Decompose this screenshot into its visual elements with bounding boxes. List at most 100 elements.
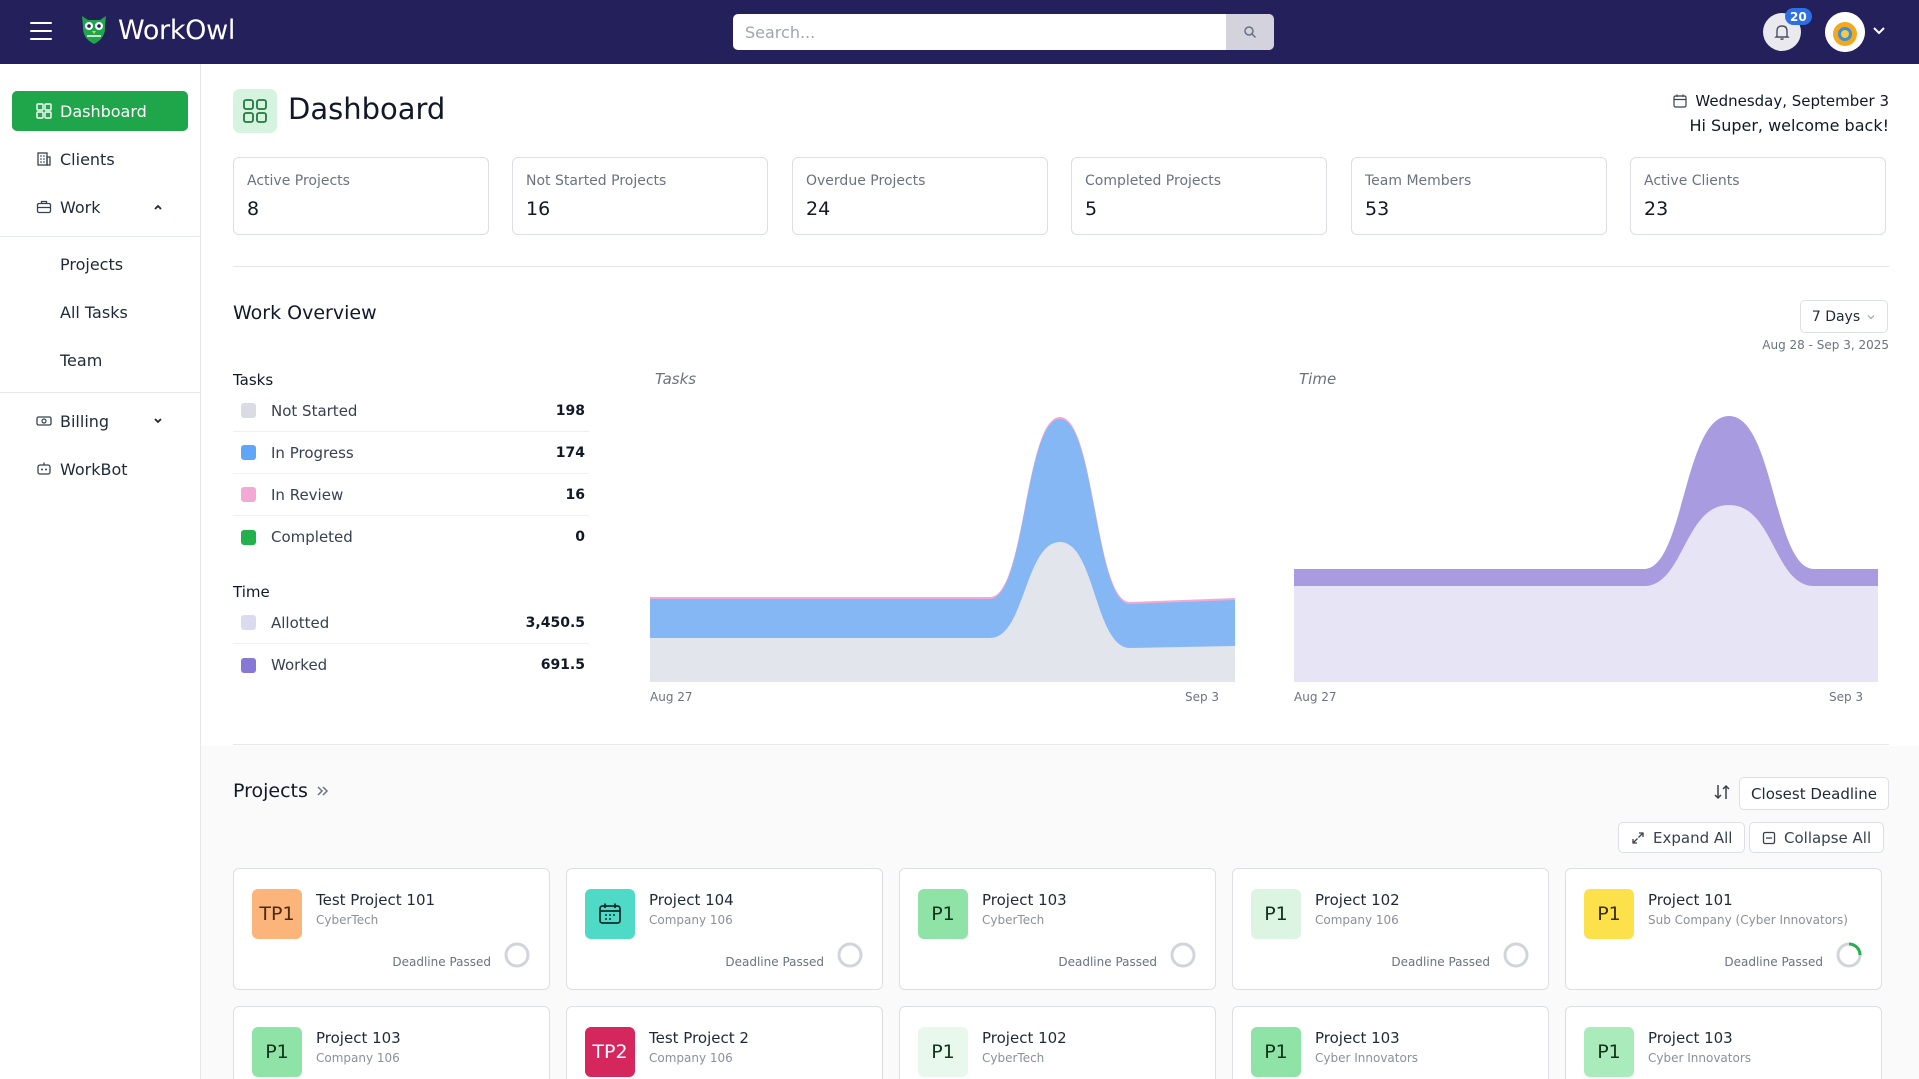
project-avatar: P1 [918, 889, 968, 939]
divider [0, 392, 200, 393]
tasks-legend-heading: Tasks [233, 371, 274, 389]
expand-all-button[interactable]: Expand All [1618, 822, 1746, 853]
project-avatar: P1 [918, 1027, 968, 1077]
expand-icon [1632, 831, 1644, 844]
sidebar-item-team[interactable]: Team [60, 351, 103, 370]
legend-label: Worked [271, 656, 328, 674]
welcome-message: Hi Super, welcome back! [1689, 116, 1889, 135]
stat-label: Overdue Projects [806, 173, 926, 189]
owl-logo-icon [82, 16, 106, 44]
legend-swatch [241, 487, 256, 502]
stat-card-active-projects[interactable]: Active Projects 8 [233, 157, 489, 235]
legend-label: In Review [271, 485, 344, 504]
sidebar-item-dashboard[interactable]: Dashboard [12, 91, 188, 131]
stat-label: Not Started Projects [526, 173, 667, 189]
project-card[interactable]: P1 Project 103 Cyber Innovators [1232, 1006, 1549, 1079]
legend-label: Completed [271, 528, 353, 546]
legend-item-completed: Completed 0 [233, 516, 589, 558]
project-card[interactable]: P1 Project 103 Cyber Innovators [1565, 1006, 1882, 1079]
stat-card-not-started-projects[interactable]: Not Started Projects 16 [512, 157, 768, 235]
project-client: Cyber Innovators [1315, 1051, 1419, 1065]
stat-value: 23 [1644, 198, 1669, 220]
avatar[interactable] [1825, 12, 1865, 52]
legend-label: Allotted [271, 613, 330, 632]
sort-select[interactable]: Closest Deadline [1739, 777, 1889, 810]
stat-value: 8 [247, 198, 260, 220]
legend-value: 3,450.5 [525, 614, 585, 631]
search-icon [1244, 26, 1257, 39]
sort-icon[interactable] [1713, 783, 1731, 801]
project-name: Test Project 2 [649, 1029, 749, 1047]
stat-card-team-members[interactable]: Team Members 53 [1351, 157, 1607, 235]
project-card[interactable]: P1 Project 103 Company 106 [233, 1006, 550, 1079]
bot-icon [37, 462, 51, 475]
date-range-value: 7 Days [1811, 308, 1861, 325]
search-input[interactable] [733, 14, 1226, 50]
app-logo[interactable]: WorkOwl [76, 12, 235, 48]
legend-swatch [241, 445, 256, 460]
project-avatar: P1 [1584, 1027, 1634, 1077]
sidebar-item-all-tasks[interactable]: All Tasks [60, 303, 128, 322]
project-status: Deadline Passed [1391, 955, 1490, 969]
project-card[interactable]: P1 Project 102 Company 106 Deadline Passed [1232, 868, 1549, 990]
time-legend-heading: Time [233, 583, 270, 601]
chevron-down-icon[interactable] [1872, 24, 1886, 38]
project-name: Project 103 [1648, 1029, 1733, 1047]
app-name: WorkOwl [118, 14, 236, 46]
project-name: Project 103 [1315, 1029, 1400, 1047]
stat-card-completed-projects[interactable]: Completed Projects 5 [1071, 157, 1327, 235]
divider [0, 236, 200, 237]
project-name: Project 101 [1648, 891, 1733, 909]
page-icon [233, 89, 277, 133]
project-card[interactable]: Project 104 Company 106 Deadline Passed [566, 868, 883, 990]
project-avatar: P1 [252, 1027, 302, 1077]
sidebar-item-billing[interactable]: Billing [12, 401, 188, 441]
x-axis-start-label: Aug 27 [650, 690, 693, 704]
project-card[interactable]: P1 Project 101 Sub Company (Cyber Innovato… [1565, 868, 1882, 990]
date-range-select[interactable]: 7 Days [1800, 300, 1888, 333]
dashboard-icon [243, 99, 267, 123]
project-client: CyberTech [316, 913, 379, 927]
project-card[interactable]: P1 Project 102 CyberTech [899, 1006, 1216, 1079]
double-chevron-right-icon [317, 786, 328, 796]
legend-swatch [241, 657, 256, 673]
project-card[interactable]: TP2 Test Project 2 Company 106 [566, 1006, 883, 1079]
project-name: Project 102 [1315, 891, 1400, 909]
stat-card-active-clients[interactable]: Active Clients 23 [1630, 157, 1886, 235]
project-card[interactable]: P1 Project 103 CyberTech Deadline Passed [899, 868, 1216, 990]
sidebar-item-label: Clients [60, 149, 115, 169]
progress-ring-icon [1170, 942, 1196, 968]
legend-item-worked: Worked 691.5 [233, 644, 589, 686]
project-card[interactable]: TP1 Test Project 101 CyberTech Deadline Pas… [233, 868, 550, 990]
project-client: Company 106 [649, 1051, 733, 1065]
sidebar-item-projects[interactable]: Projects [60, 255, 124, 274]
legend-item-not-started: Not Started 198 [233, 390, 589, 432]
stat-value: 53 [1365, 198, 1390, 220]
building-icon [37, 152, 51, 166]
chevron-down-icon[interactable] [152, 415, 164, 427]
project-name: Project 102 [982, 1029, 1067, 1047]
projects-title[interactable]: Projects [233, 780, 330, 802]
menu-icon[interactable] [30, 22, 52, 40]
project-status: Deadline Passed [1724, 955, 1823, 969]
chevron-up-icon[interactable] [152, 201, 164, 213]
legend-item-in-progress: In Progress 174 [233, 432, 589, 474]
collapse-all-button[interactable]: Collapse All [1749, 822, 1885, 853]
search-button[interactable] [1226, 14, 1274, 50]
project-status: Deadline Passed [1058, 955, 1157, 969]
stat-card-overdue-projects[interactable]: Overdue Projects 24 [792, 157, 1048, 235]
sidebar-item-workbot[interactable]: WorkBot [12, 449, 188, 489]
allotted-area [1294, 505, 1878, 682]
project-avatar: TP1 [252, 889, 302, 939]
sidebar-item-work[interactable]: Work [12, 187, 188, 227]
project-avatar: P1 [1251, 889, 1301, 939]
project-client: CyberTech [982, 1051, 1045, 1065]
legend-swatch [241, 529, 256, 545]
sidebar-item-clients[interactable]: Clients [12, 139, 188, 179]
tasks-area-chart [650, 417, 1235, 682]
time-area-chart [1294, 416, 1878, 682]
bell-icon [1774, 25, 1790, 40]
project-avatar: P1 [1584, 889, 1634, 939]
legend-swatch [241, 403, 256, 418]
stat-label: Completed Projects [1085, 173, 1222, 189]
